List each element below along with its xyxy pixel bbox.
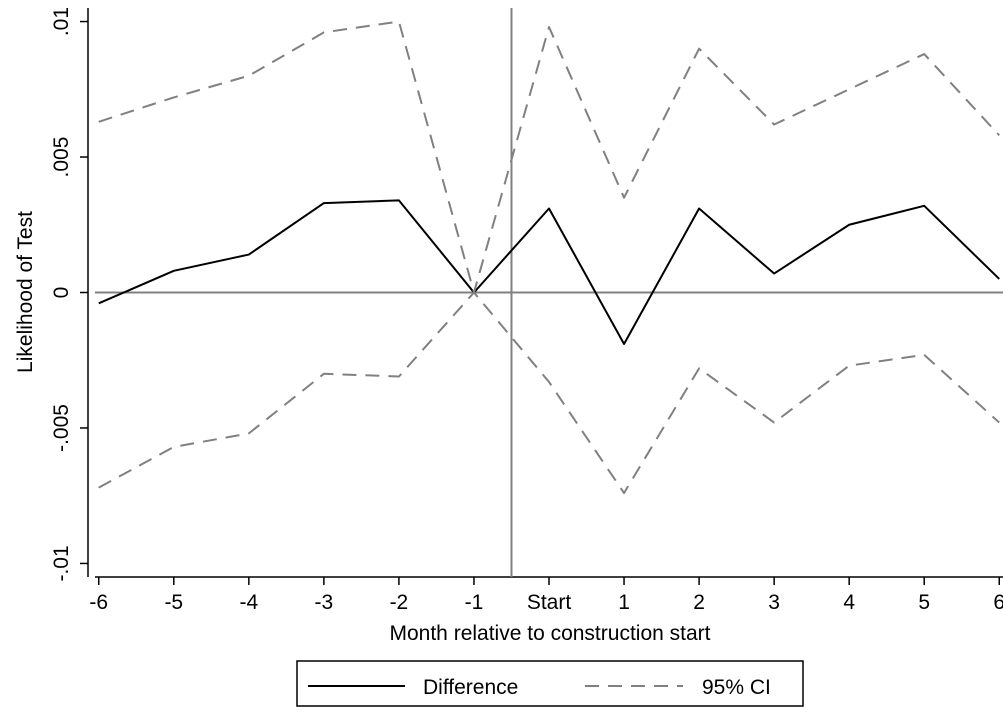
y-tick-label: .005	[50, 137, 73, 178]
legend-box	[296, 660, 804, 707]
x-tick-label: -4	[239, 591, 258, 614]
x-axis: -6 -5 -4 -3 -2 -1 Start 1 2 3 4 5 6	[89, 577, 1003, 614]
series-difference-line	[98, 199, 1000, 345]
x-tick-label: -6	[89, 591, 108, 614]
y-tick-label: .01	[50, 7, 73, 36]
x-tick-label: -5	[164, 591, 183, 614]
x-tick-label: -1	[465, 591, 484, 614]
x-tick-label: Start	[527, 591, 572, 614]
series-ci-upper-line	[98, 20, 1000, 294]
y-tick-label: -.01	[50, 545, 73, 581]
series-ci-lower-line	[98, 291, 1000, 495]
y-tick-label: -.005	[50, 404, 73, 452]
legend-label-difference: Difference	[423, 676, 518, 699]
x-tick-label: 4	[843, 591, 855, 614]
reference-lines	[95, 8, 1003, 577]
legend: Difference 95% CI	[296, 660, 804, 707]
y-axis-label: Likelihood of Test	[14, 211, 37, 373]
x-tick-label: 1	[618, 591, 630, 614]
x-tick-label: 3	[768, 591, 780, 614]
x-tick-label: -2	[390, 591, 409, 614]
x-tick-label: -3	[315, 591, 334, 614]
y-tick-label: 0	[50, 287, 73, 299]
x-tick-label: 5	[918, 591, 930, 614]
legend-label-ci: 95% CI	[702, 676, 771, 699]
y-axis: -.01 -.005 0 .005 .01	[50, 7, 88, 582]
x-axis-label: Month relative to construction start	[390, 622, 711, 645]
x-tick-label: 2	[693, 591, 705, 614]
series-group	[98, 20, 1000, 495]
x-tick-label: 6	[993, 591, 1003, 614]
